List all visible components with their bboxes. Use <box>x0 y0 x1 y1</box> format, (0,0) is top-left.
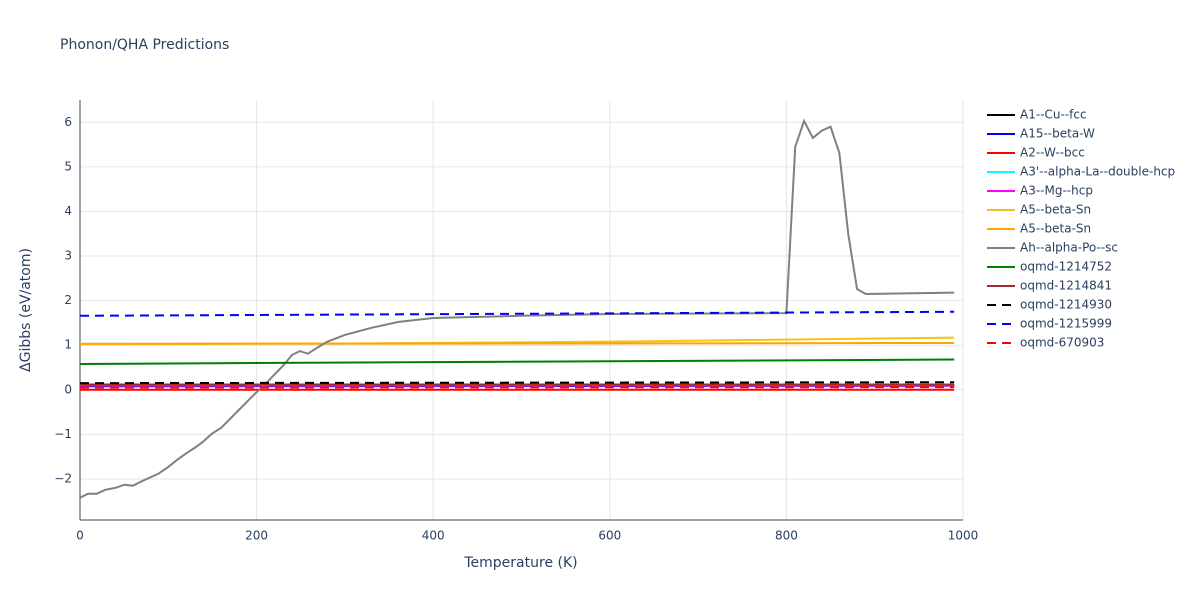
legend-label: A15--beta-W <box>1020 127 1095 141</box>
series-line <box>80 341 955 345</box>
y-tick-label: 6 <box>64 115 72 129</box>
x-tick-label: 600 <box>598 529 621 543</box>
legend-label: oqmd-670903 <box>1020 336 1104 350</box>
y-tick-label: 5 <box>64 159 72 173</box>
y-tick-label: 2 <box>64 293 72 307</box>
legend-label: oqmd-1215999 <box>1020 317 1112 331</box>
x-axis-title: Temperature (K) <box>463 555 577 571</box>
y-tick-label: −1 <box>54 427 72 441</box>
legend-label: A5--beta-Sn <box>1020 203 1091 217</box>
x-tick-label: 400 <box>422 529 445 543</box>
legend-label: A1--Cu--fcc <box>1020 108 1087 122</box>
x-tick-label: 200 <box>245 529 268 543</box>
plot-lines <box>80 118 955 499</box>
y-tick-label: 1 <box>64 338 72 352</box>
series-line <box>80 358 955 365</box>
legend-label: A2--W--bcc <box>1020 146 1085 160</box>
legend: A1--Cu--fcc A15--beta-W A2--W--bcc A3'--alp… <box>987 108 1175 350</box>
y-tick-label: 0 <box>64 382 72 396</box>
legend-label: Ah--alpha-Po--sc <box>1020 241 1118 255</box>
x-tick-label: 800 <box>775 529 798 543</box>
y-tick-label: 3 <box>64 249 72 263</box>
chart-title: Phonon/QHA Predictions <box>60 37 229 53</box>
x-tick-label: 1000 <box>948 529 979 543</box>
grid: 0 200 400 600 800 1000 −2 −1 0 1 2 3 4 5 6 <box>54 100 978 543</box>
legend-label: A3'--alpha-La--double-hcp <box>1020 165 1175 179</box>
y-tick-label: −2 <box>54 471 72 485</box>
series-line <box>80 118 955 499</box>
series-line <box>80 310 955 317</box>
legend-label: A5--beta-Sn <box>1020 222 1091 236</box>
y-tick-label: 4 <box>64 204 72 218</box>
legend-label: oqmd-1214930 <box>1020 298 1112 312</box>
legend-label: oqmd-1214752 <box>1020 260 1112 274</box>
series-line <box>80 381 955 385</box>
x-tick-label: 0 <box>76 529 84 543</box>
legend-label: A3--Mg--hcp <box>1020 184 1093 198</box>
y-axis-title: ΔGibbs (eV/atom) <box>18 248 34 372</box>
legend-label: oqmd-1214841 <box>1020 279 1112 293</box>
